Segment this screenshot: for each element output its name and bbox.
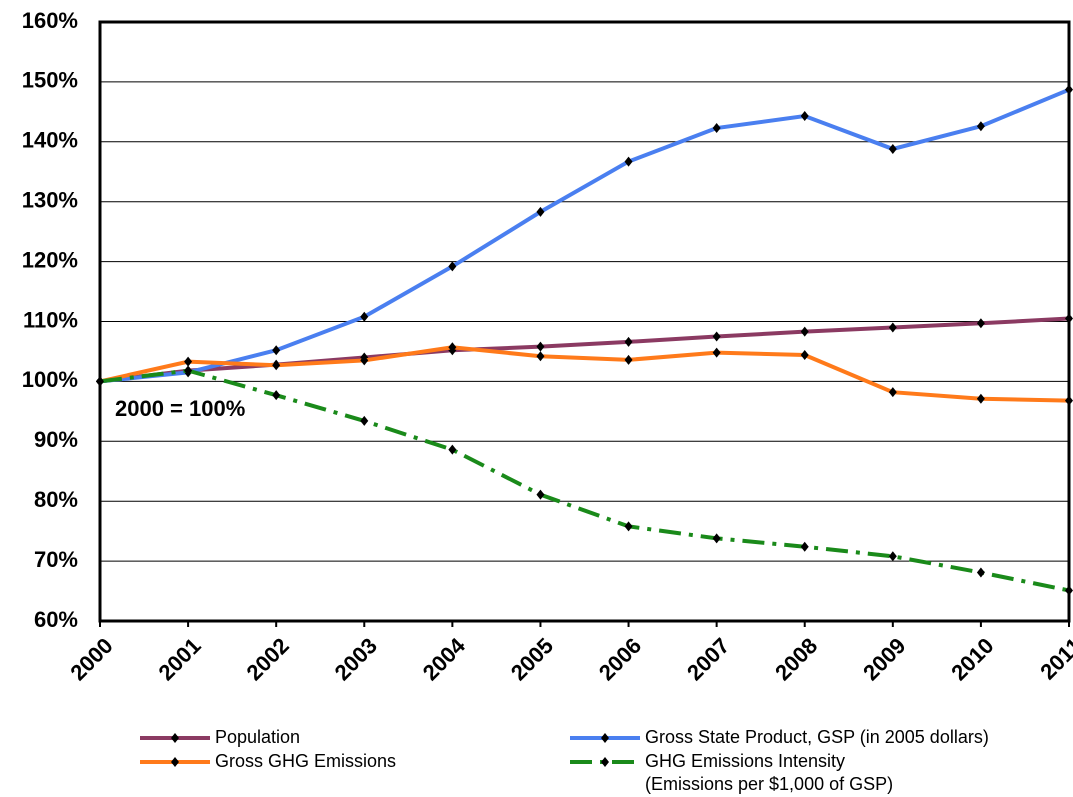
y-tick-label: 60% (34, 607, 78, 632)
x-tick-label: 2004 (418, 632, 471, 685)
marker (624, 354, 633, 365)
x-tick-label: 2005 (506, 633, 558, 685)
legend-label: GHG Emissions Intensity (Emissions per $1… (645, 751, 893, 794)
marker (272, 345, 281, 356)
marker (624, 336, 633, 347)
legend-marker (171, 733, 179, 743)
x-tick-label: 2003 (330, 633, 382, 685)
x-tick-label: 2002 (242, 633, 294, 685)
annotation: 2000 = 100% (115, 396, 245, 421)
x-tick-label: 2008 (770, 633, 822, 685)
legend-label: Gross GHG Emissions (215, 751, 396, 771)
marker (184, 365, 193, 376)
y-tick-label: 150% (22, 68, 78, 93)
marker (800, 326, 809, 337)
marker (976, 121, 985, 132)
marker (448, 342, 457, 353)
marker (976, 393, 985, 404)
series-line (99, 368, 1070, 593)
marker (448, 444, 457, 455)
legend-label-line: (Emissions per $1,000 of GSP) (645, 774, 893, 794)
marker (800, 350, 809, 361)
legend-marker (601, 757, 609, 767)
x-tick-label: 2006 (594, 633, 646, 685)
marker (712, 123, 721, 134)
marker (888, 143, 897, 154)
legend-label: Population (215, 727, 300, 747)
marker (96, 376, 104, 387)
series-line (99, 316, 1070, 384)
marker (448, 261, 457, 272)
y-tick-label: 80% (34, 487, 78, 512)
y-tick-label: 100% (22, 367, 78, 392)
marker (536, 351, 545, 362)
y-tick-label: 120% (22, 247, 78, 272)
legend-label: Gross State Product, GSP (in 2005 dollar… (645, 727, 989, 747)
marker (536, 341, 545, 352)
marker (712, 347, 721, 358)
marker (536, 489, 545, 500)
marker (712, 331, 721, 342)
marker (888, 387, 897, 398)
marker (888, 551, 897, 562)
x-tick-label: 2011 (1035, 633, 1073, 684)
series-line (99, 87, 1070, 384)
x-tick-label: 2000 (65, 633, 117, 685)
x-tick-label: 2009 (858, 633, 910, 685)
marker (624, 156, 633, 167)
marker (1065, 395, 1073, 406)
x-tick-label: 2001 (153, 633, 205, 685)
y-tick-label: 70% (34, 547, 78, 572)
legend-label-line: GHG Emissions Intensity (645, 751, 845, 771)
marker (360, 355, 369, 366)
marker (360, 311, 369, 322)
y-tick-label: 160% (22, 8, 78, 33)
marker (976, 318, 985, 329)
marker (360, 415, 369, 426)
marker (272, 360, 281, 371)
legend-marker (601, 733, 609, 743)
series-line (99, 345, 1070, 403)
marker (976, 567, 985, 578)
marker (800, 541, 809, 552)
marker (800, 111, 809, 122)
marker (272, 390, 281, 401)
marker (536, 206, 545, 217)
marker (1065, 313, 1073, 324)
marker (1065, 585, 1073, 596)
legend-marker (171, 757, 179, 767)
y-tick-label: 90% (34, 427, 78, 452)
marker (1065, 84, 1073, 95)
x-tick-label: 2010 (946, 633, 998, 685)
y-tick-label: 140% (22, 128, 78, 153)
marker (888, 322, 897, 333)
y-tick-label: 110% (23, 307, 78, 332)
marker (712, 533, 721, 544)
marker (184, 356, 193, 367)
marker (624, 521, 633, 532)
y-tick-label: 130% (22, 188, 78, 213)
x-tick-label: 2007 (682, 633, 734, 685)
